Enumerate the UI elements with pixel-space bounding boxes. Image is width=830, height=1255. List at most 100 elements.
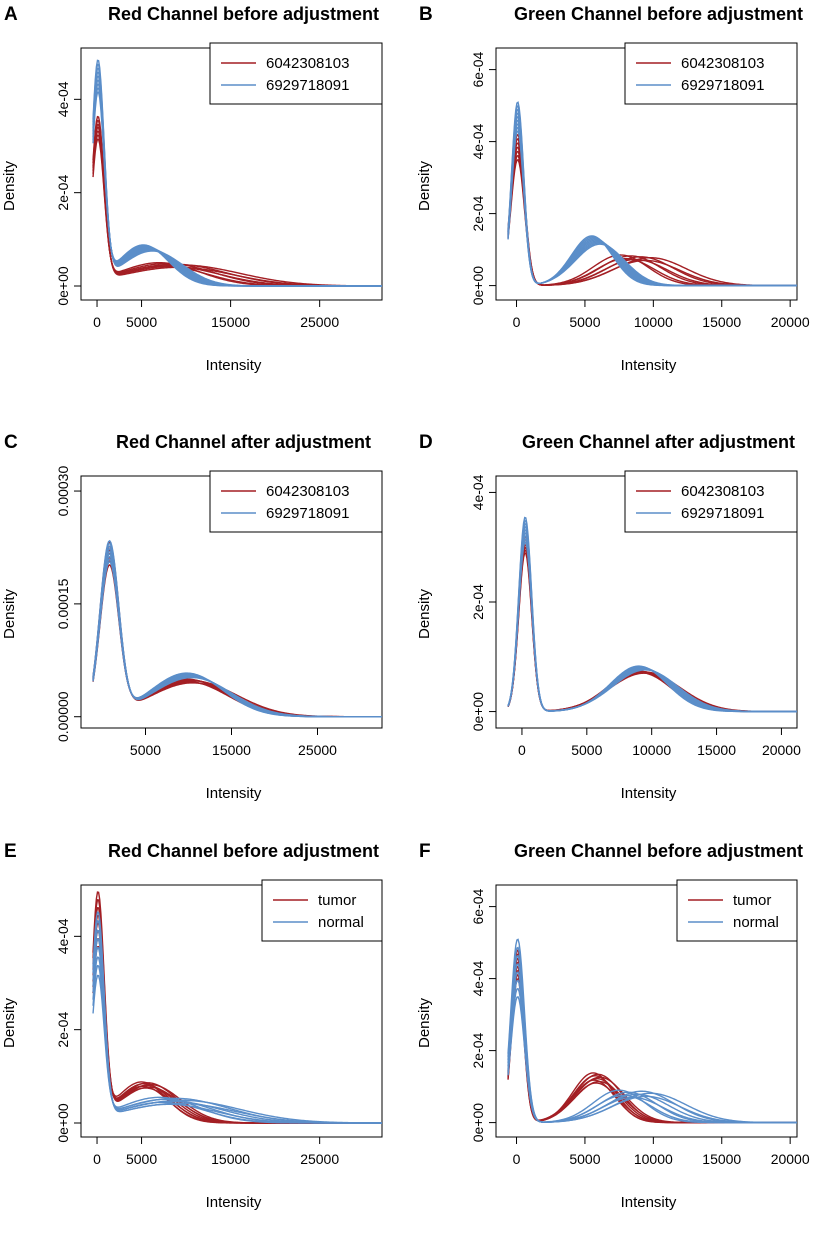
density-curve-b-1-8 [507,101,797,287]
density-curve-e-0-4 [92,914,382,1124]
density-curve-a-0-4 [92,123,382,287]
x-tick-label-e-1: 5000 [126,1151,157,1167]
density-curve-e-1-2 [92,956,382,1124]
panel-letter-e: E [4,841,17,862]
legend-box-e [261,879,383,942]
curves-e [92,891,382,1124]
legend-label-e-0: tumor [318,892,356,909]
density-curve-c-1-0 [92,560,382,718]
x-tick-label-e-3: 25000 [300,1151,339,1167]
density-curve-e-1-7 [92,911,382,1124]
density-curve-e-1-5 [92,929,382,1124]
density-curve-f-0-3 [507,965,797,1124]
density-curve-c-1-4 [92,550,382,718]
y-axis-label-a: Density [1,160,18,211]
panel-letter-f: F [419,841,431,862]
density-curve-d-1-1 [507,538,797,713]
x-tick-label-f-4: 20000 [771,1151,810,1167]
legend-box-c [209,470,383,533]
y-tick-label-f-1: 2e-04 [470,1032,486,1068]
x-tick-label-c-2: 25000 [298,742,337,758]
density-curve-e-1-0 [92,974,382,1124]
density-curve-d-1-8 [507,516,797,713]
y-tick-label-f-3: 6e-04 [470,888,486,924]
density-curve-d-0-3 [507,543,797,713]
x-tick-label-c-0: 5000 [130,742,161,758]
density-curve-c-0-0 [92,564,382,718]
legend-a: 6042308103 6929718091 [209,42,383,105]
density-curve-c-0-3 [92,552,382,718]
legend-e: tumor normal [261,879,383,942]
density-curve-d-0-2 [507,546,797,713]
legend-label-b-0: 6042308103 [681,55,764,72]
x-tick-label-b-4: 20000 [771,314,810,330]
density-curve-e-1-4 [92,937,382,1124]
density-curve-c-1-6 [92,545,382,718]
y-tick-label-f-2: 4e-04 [470,960,486,996]
density-curve-d-0-6 [507,535,797,713]
x-axis-label-f: Intensity [621,1194,677,1211]
legend-c: 6042308103 6929718091 [209,470,383,533]
y-tick-label-b-3: 6e-04 [470,51,486,87]
x-tick-label-a-1: 5000 [126,314,157,330]
chart-c-svg: C Red Channel after adjustment 5000 15000 25… [1,432,383,802]
density-curve-a-0-6 [92,115,382,287]
curves-a [92,59,383,287]
density-curve-c-0-2 [92,556,382,718]
density-curve-e-0-3 [92,922,382,1124]
y-tick-label-b-0: 0e+00 [470,266,486,306]
chart-panel-b: B Green Channel before adjustment 0 5000 100… [415,0,830,418]
plot-frame-e [80,884,383,1138]
legend-box-b [624,42,798,105]
density-curve-f-1-6 [507,946,797,1124]
x-tick-label-e-2: 15000 [211,1151,250,1167]
density-curve-c-1-2 [92,555,382,718]
density-curve-b-1-1 [507,126,797,287]
x-tick-label-f-3: 15000 [702,1151,741,1167]
chart-title-e: Red Channel before adjustment [108,841,379,861]
chart-title-d: Green Channel after adjustment [522,432,795,452]
density-curve-f-0-4 [507,961,797,1124]
legend-label-e-1: normal [318,914,364,931]
density-curve-a-0-5 [92,119,382,287]
density-curve-a-0-2 [92,130,382,287]
y-tick-label-a-1: 2e-04 [55,175,71,211]
legend-label-f-0: tumor [733,892,771,909]
density-curve-b-0-5 [507,137,797,287]
x-tick-label-b-1: 5000 [569,314,600,330]
y-axis-label-e: Density [1,997,18,1048]
chart-panel-e: E Red Channel before adjustment 0 5000 15000… [0,837,415,1255]
chart-panel-f: F Green Channel before adjustment 0 5000 100… [415,837,830,1255]
density-curve-d-1-4 [507,528,797,713]
density-curve-d-1-6 [507,522,797,713]
y-tick-label-c-2: 0.00030 [55,466,71,517]
chart-panel-d: D Green Channel after adjustment 0 5000 1000… [415,428,830,846]
density-curve-b-0-1 [507,154,797,287]
density-curve-b-0-2 [507,150,797,287]
x-tick-label-b-3: 15000 [702,314,741,330]
legend-label-b-1: 6929718091 [681,77,764,94]
y-tick-label-d-1: 2e-04 [470,584,486,620]
density-curve-f-0-2 [507,969,797,1124]
density-curve-d-1-3 [507,532,797,713]
x-axis-label-c: Intensity [206,785,262,802]
x-tick-label-b-0: 0 [513,314,521,330]
density-curve-c-0-5 [92,545,382,718]
density-curve-e-0-1 [92,938,382,1124]
y-tick-label-e-2: 4e-04 [55,918,71,954]
legend-f: tumor normal [676,879,798,942]
legend-label-d-0: 6042308103 [681,483,764,500]
density-curve-f-1-3 [507,971,797,1124]
curves-f [507,938,797,1124]
panel-letter-a: A [4,4,18,25]
x-axis-label-d: Intensity [621,785,677,802]
plot-frame-f [495,884,798,1138]
y-tick-label-c-0: 0.00000 [55,691,71,742]
density-curve-d-1-2 [507,535,797,713]
legend-label-f-1: normal [733,914,779,931]
density-curve-b-0-4 [507,142,797,287]
y-tick-label-c-1: 0.00015 [55,578,71,629]
density-curve-a-1-8 [92,59,382,287]
density-curve-c-1-7 [92,542,382,718]
x-tick-label-a-2: 15000 [211,314,250,330]
